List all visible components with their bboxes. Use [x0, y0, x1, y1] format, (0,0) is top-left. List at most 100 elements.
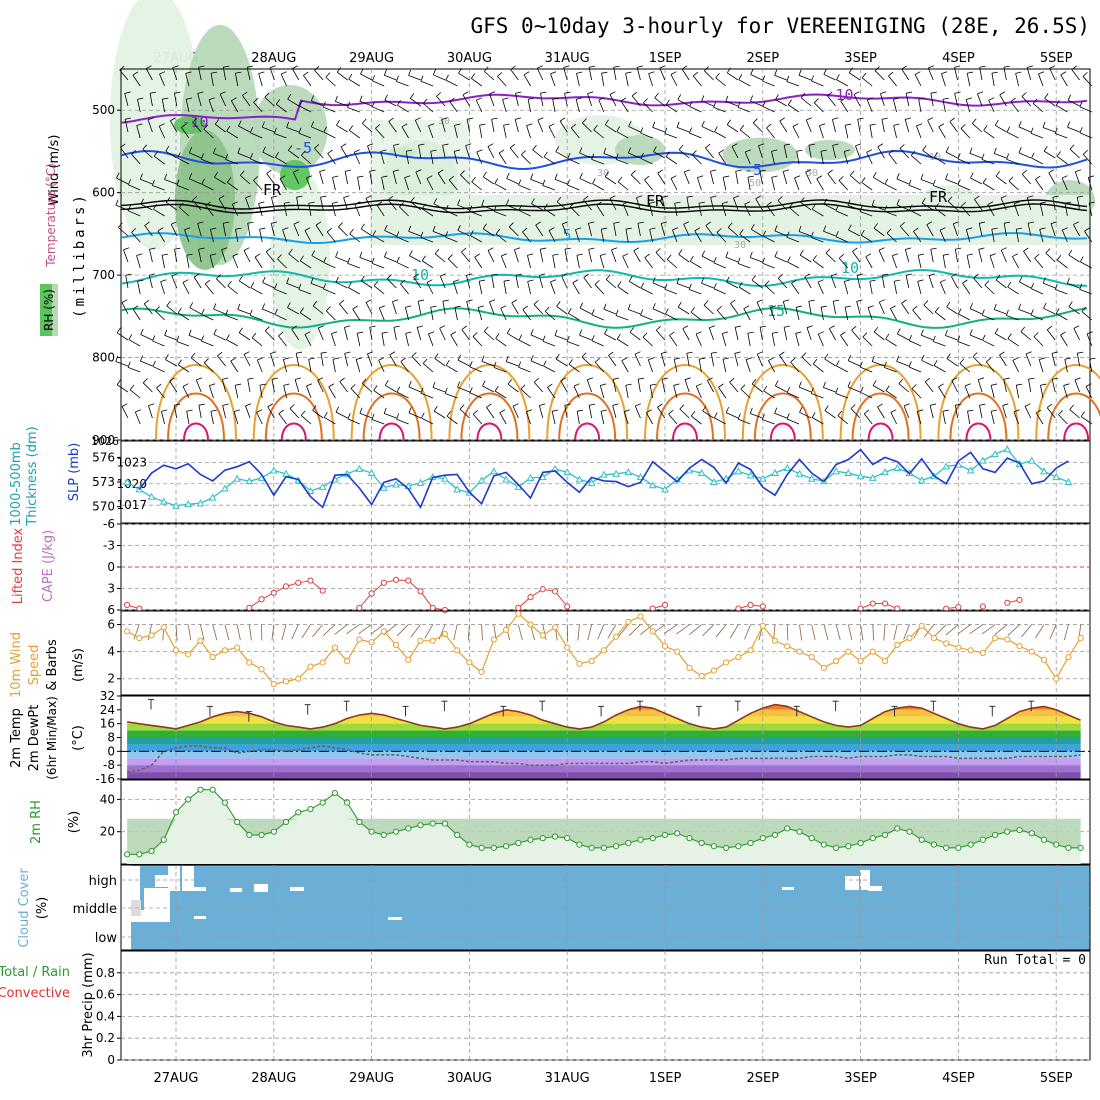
- wind-barb-flag: [823, 381, 826, 388]
- upper-y-tick-label: 600: [92, 186, 115, 200]
- wind-barb: [917, 255, 922, 269]
- wind-barb-flag: [1079, 101, 1083, 108]
- wind-barb-flag: [821, 305, 828, 308]
- thickness-point: [208, 493, 217, 501]
- wind-barb-flag: [127, 205, 132, 211]
- wind-barb-flag: [489, 299, 496, 303]
- wind-speed-point: [356, 636, 363, 643]
- lifted-index-point: [417, 588, 424, 595]
- wind-barb: [393, 145, 397, 159]
- wind-barb: [417, 301, 422, 315]
- temp-band: [127, 723, 1081, 731]
- wind-barb: [1067, 99, 1080, 107]
- wind-barb-flag: [393, 325, 400, 328]
- wind-barb-flag: [689, 127, 693, 134]
- wind-barb: [503, 281, 507, 295]
- wind-barb-flag: [1052, 377, 1059, 380]
- wind-barb-flag: [1088, 175, 1095, 178]
- wind-barb-flag: [787, 99, 792, 105]
- wind-barb-flag: [172, 65, 179, 69]
- wind-barb-flag: [239, 170, 245, 176]
- wind-barb-flag: [676, 121, 680, 128]
- wind-barb-flag: [612, 403, 619, 406]
- wind-barb: [628, 126, 641, 133]
- wind-barb-flag: [433, 198, 438, 204]
- wind-barb-flag: [174, 247, 181, 250]
- wind-barb-10m: [663, 624, 678, 635]
- wind-barb-flag: [695, 331, 702, 335]
- wind-barb-flag: [531, 198, 535, 204]
- wind-barb: [1028, 379, 1032, 393]
- wind-barb-flag: [591, 153, 595, 160]
- wind-barb: [738, 79, 751, 87]
- wind-barb: [1087, 177, 1093, 191]
- wind-barb-flag: [188, 329, 192, 336]
- wind-barb-flag: [466, 299, 473, 302]
- wind-barb-flag: [258, 201, 265, 204]
- wind-barb: [408, 231, 421, 237]
- wind-barb: [373, 390, 385, 399]
- wind-barb-flag: [283, 357, 290, 360]
- wind-barb-flag: [644, 253, 650, 258]
- wind-barb: [738, 286, 751, 295]
- wind-barb-flag: [164, 329, 168, 336]
- wind-barb: [1050, 223, 1056, 237]
- wind-barb: [432, 231, 446, 237]
- upper-y-tick-label: 900: [92, 433, 115, 447]
- wind-barb-flag: [866, 149, 873, 153]
- cape-y-tick-label: 3: [107, 582, 115, 596]
- wind-barb-flag: [296, 195, 303, 198]
- wind-barb: [469, 366, 482, 373]
- wind-barb: [844, 307, 849, 321]
- wind-barb-flag: [354, 201, 361, 205]
- wind-barb-flag: [352, 305, 358, 310]
- wind-barb-flag: [609, 195, 616, 199]
- wind-barb: [396, 236, 409, 243]
- lifted-index-point: [258, 596, 265, 603]
- rh-shading: [805, 140, 855, 160]
- wind-barb: [203, 362, 214, 373]
- wind-barb-flag: [800, 197, 805, 203]
- wind-barb-flag: [594, 280, 600, 285]
- wind-barb-flag: [984, 280, 990, 286]
- wind-speed-point: [258, 666, 265, 673]
- wind-barb: [710, 353, 714, 367]
- wind-barb: [721, 203, 727, 217]
- wind-barb-10m: [903, 624, 910, 640]
- wind-barb-flag: [1067, 121, 1071, 128]
- wind-barb: [657, 172, 666, 185]
- wind-barb: [487, 250, 495, 263]
- thickness-point: [979, 456, 987, 464]
- rh-shading: [252, 85, 328, 175]
- wind-barb-10m: [1021, 624, 1033, 638]
- wind-barb-flag: [791, 279, 797, 284]
- wind-barb: [678, 149, 690, 159]
- wind-barb-flag: [725, 251, 729, 258]
- wind-barb: [850, 408, 861, 419]
- temp-y-tick-label: 32: [100, 689, 115, 703]
- wind-barb: [278, 413, 287, 425]
- lifted-index-point: [881, 600, 889, 607]
- wind-barb: [269, 67, 275, 81]
- wind-barb-flag: [1019, 276, 1023, 283]
- wind-barb: [506, 204, 519, 211]
- wind-barb: [286, 127, 299, 133]
- wind-barb: [1079, 289, 1092, 295]
- wind-barb: [137, 281, 141, 295]
- wind-barb-flag: [637, 221, 644, 224]
- wind-barb-flag: [946, 301, 951, 308]
- wind-barb-flag: [678, 249, 683, 255]
- wind-barb: [665, 313, 678, 321]
- wind-barb-flag: [441, 117, 448, 120]
- wind-barb: [325, 310, 336, 321]
- wind-barb: [531, 203, 543, 211]
- wind-barb: [189, 307, 202, 315]
- wind-speed-point: [796, 648, 803, 655]
- wind-barb: [573, 385, 580, 399]
- wind-barb: [896, 178, 909, 185]
- wind-barb-flag: [932, 179, 936, 186]
- wind-barb-flag: [472, 409, 478, 415]
- wind-barb: [609, 94, 617, 107]
- wind-barb-flag: [528, 97, 535, 100]
